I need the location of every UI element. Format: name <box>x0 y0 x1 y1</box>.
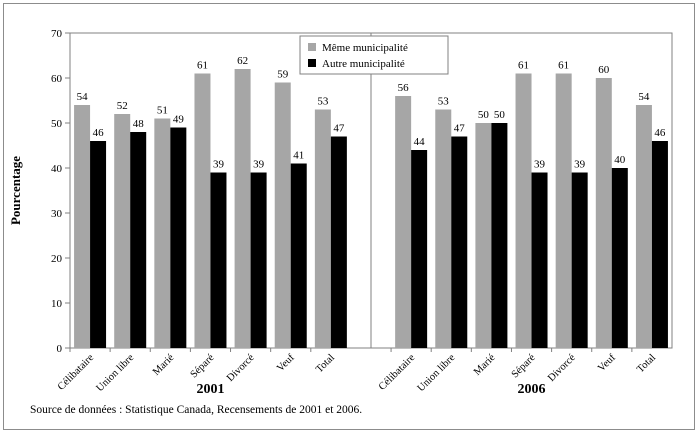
bar-autre <box>411 150 428 348</box>
data-label: 60 <box>598 64 610 76</box>
bar-meme <box>515 73 532 348</box>
x-tick-label: Union libre <box>95 352 137 394</box>
data-label: 47 <box>333 123 345 135</box>
bar-meme <box>194 73 211 348</box>
bar-meme <box>475 123 492 348</box>
data-label: 56 <box>398 82 410 94</box>
data-label: 41 <box>293 150 304 162</box>
data-label: 61 <box>558 60 569 72</box>
data-label: 39 <box>574 159 586 171</box>
chart-legend: Même municipalité Autre municipalité <box>299 35 449 75</box>
bar-autre <box>491 123 508 348</box>
data-label: 47 <box>454 123 466 135</box>
group-label: 2006 <box>518 382 546 397</box>
bar-autre <box>90 141 107 348</box>
x-tick-label: Séparé <box>189 352 217 380</box>
bar-meme <box>595 78 612 348</box>
bar-autre <box>330 136 347 348</box>
data-label: 46 <box>654 127 666 139</box>
x-tick-label: Total <box>314 352 337 375</box>
legend-box <box>299 35 449 75</box>
bar-meme <box>395 96 412 348</box>
y-tick-label: 20 <box>51 253 63 265</box>
bar-autre <box>451 136 468 348</box>
data-label: 51 <box>157 105 168 117</box>
legend-label-meme: Même municipalité <box>322 42 408 54</box>
x-tick-label: Total <box>635 352 658 375</box>
bar-meme <box>234 69 251 348</box>
data-label: 52 <box>117 100 128 112</box>
legend-swatch-autre <box>308 59 316 67</box>
bar-autre <box>651 141 668 348</box>
x-tick-label: Célibataire <box>377 352 418 393</box>
y-axis-title: Pourcentage <box>8 156 23 225</box>
legend-swatch-meme <box>308 43 316 51</box>
x-tick-label: Marié <box>472 352 498 378</box>
x-tick-label: Marié <box>151 352 177 378</box>
y-tick-label: 10 <box>51 298 63 310</box>
bar-autre <box>531 172 548 348</box>
data-label: 48 <box>133 118 145 130</box>
bar-autre <box>290 163 307 348</box>
y-tick-label: 40 <box>51 163 63 175</box>
data-label: 49 <box>173 114 185 126</box>
data-label: 54 <box>77 91 89 103</box>
bar-autre <box>210 172 227 348</box>
data-label: 39 <box>253 159 265 171</box>
x-tick-label: Veuf <box>596 352 618 374</box>
bar-meme <box>74 105 91 348</box>
bar-meme <box>114 114 131 348</box>
data-label: 44 <box>414 136 426 148</box>
legend-label-autre: Autre municipalité <box>322 58 405 70</box>
data-label: 62 <box>237 55 248 67</box>
bar-meme <box>635 105 652 348</box>
bar-meme <box>555 73 572 348</box>
y-tick-label: 60 <box>51 73 63 85</box>
y-tick-label: 50 <box>51 118 63 130</box>
y-tick-label: 0 <box>57 343 63 355</box>
data-label: 39 <box>213 159 225 171</box>
source-note: Source de données : Statistique Canada, … <box>30 404 363 416</box>
bar-autre <box>611 168 628 348</box>
x-tick-label: Veuf <box>275 352 297 374</box>
x-tick-label: Divorcé <box>546 352 578 384</box>
bar-meme <box>435 109 452 348</box>
data-label: 50 <box>494 109 506 121</box>
x-tick-label: Divorcé <box>225 352 257 384</box>
y-tick-label: 70 <box>51 28 63 40</box>
bar-meme <box>314 109 331 348</box>
data-label: 39 <box>534 159 546 171</box>
data-label: 40 <box>614 154 626 166</box>
bar-meme <box>154 118 171 348</box>
data-label: 54 <box>638 91 650 103</box>
data-label: 59 <box>277 69 289 81</box>
x-tick-label: Union libre <box>416 352 458 394</box>
chart-bars <box>74 69 668 348</box>
data-label: 53 <box>438 96 450 108</box>
group-label: 2001 <box>196 382 224 397</box>
bar-meme <box>274 82 291 348</box>
bar-autre <box>170 127 187 348</box>
data-label: 61 <box>518 60 529 72</box>
data-label: 53 <box>317 96 329 108</box>
data-label: 50 <box>478 109 490 121</box>
x-tick-label: Célibataire <box>56 352 97 393</box>
chart-axes: 0 10 20 30 40 50 60 70 Pourcentage <box>8 28 673 355</box>
bar-autre <box>250 172 267 348</box>
bar-autre <box>130 132 147 348</box>
x-tick-label: Séparé <box>510 352 538 380</box>
data-label: 46 <box>93 127 105 139</box>
data-label: 61 <box>197 60 208 72</box>
y-tick-label: 30 <box>51 208 63 220</box>
bar-autre <box>571 172 588 348</box>
